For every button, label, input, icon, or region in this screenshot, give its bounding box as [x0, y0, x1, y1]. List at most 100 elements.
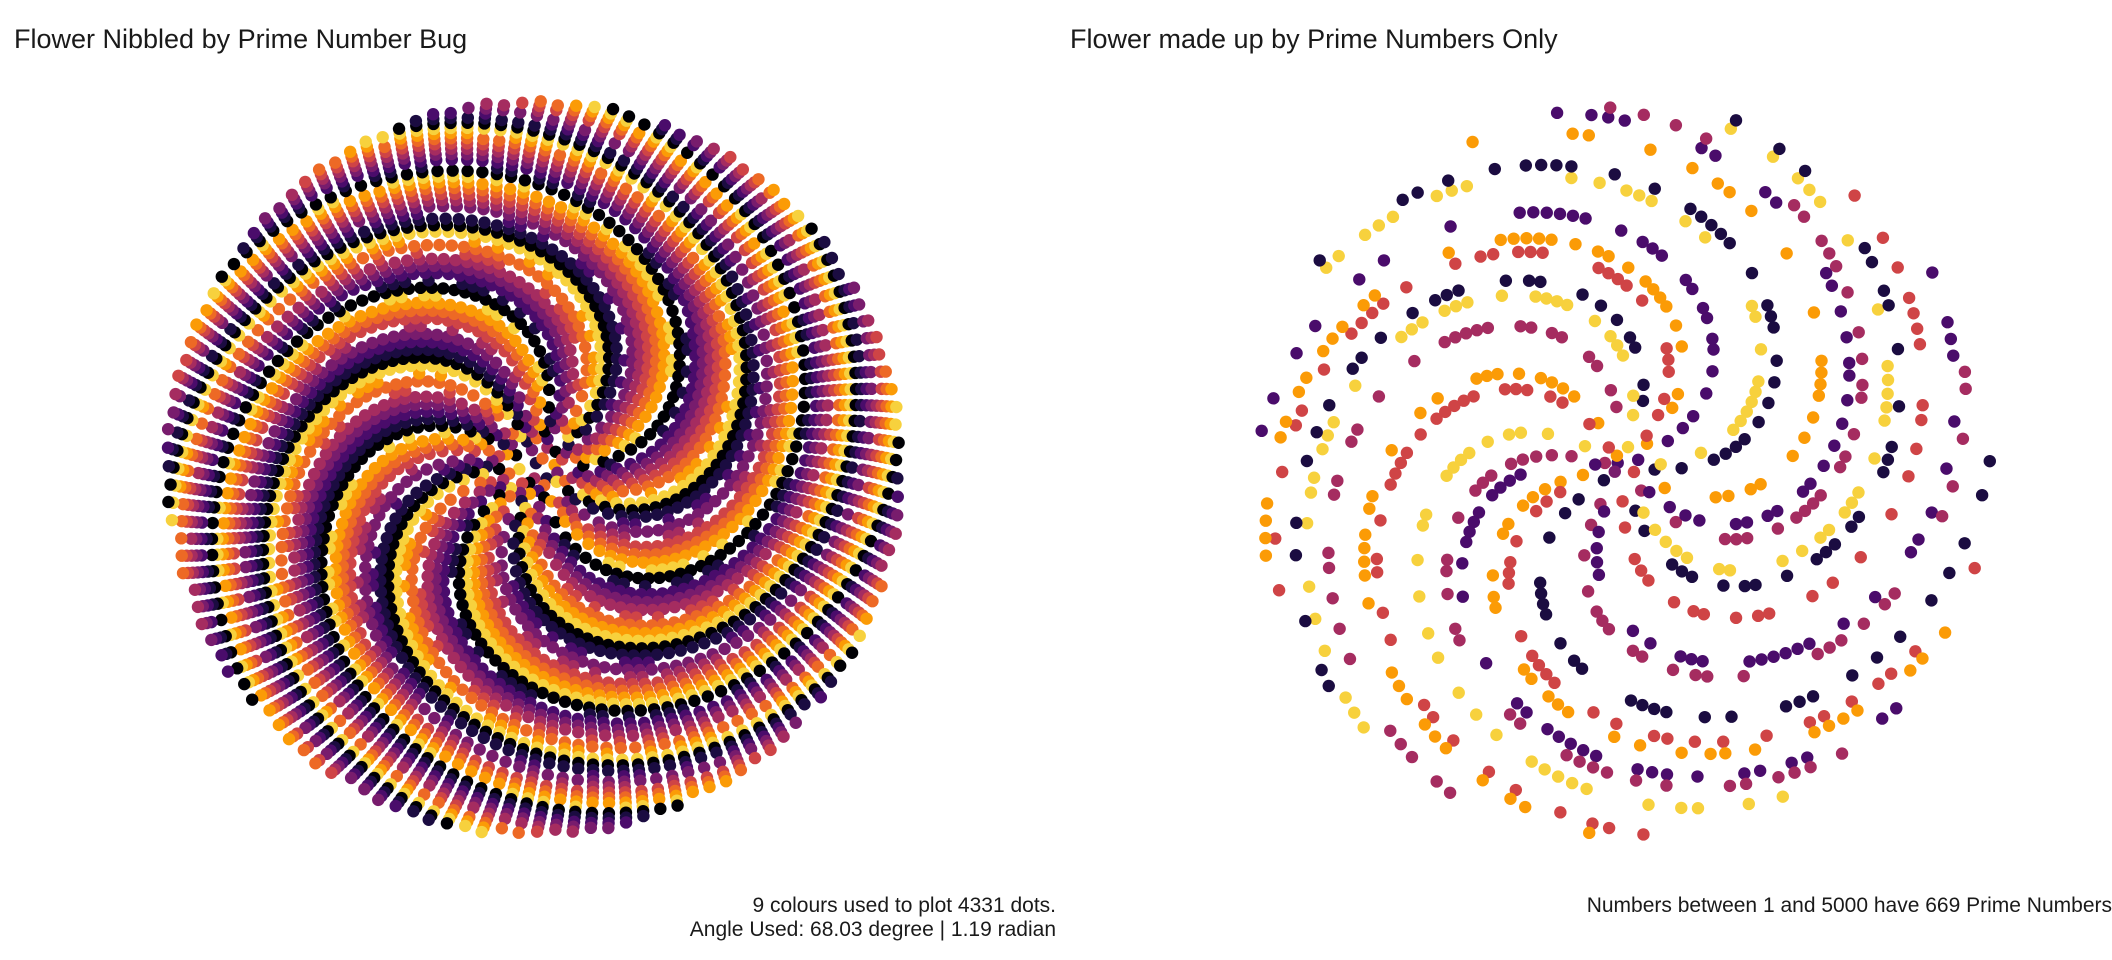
prime-dot [1400, 692, 1414, 706]
prime-dot [1751, 609, 1765, 623]
flower-dot [713, 467, 726, 481]
flower-dot [528, 119, 541, 132]
prime-dot [1597, 474, 1611, 487]
prime-dot [1695, 141, 1708, 155]
prime-dot [1817, 459, 1830, 473]
flower-dot [710, 746, 723, 759]
prime-dot [1560, 749, 1573, 762]
prime-dot [1754, 343, 1768, 356]
flower-dot [515, 817, 528, 830]
flower-dot [195, 617, 209, 631]
prime-dot [1456, 590, 1469, 603]
prime-dot [1405, 750, 1419, 764]
flower-dot [649, 391, 663, 404]
prime-dot [1431, 651, 1445, 664]
prime-dot [1327, 416, 1340, 429]
prime-dot [1841, 234, 1854, 247]
flower-dot [653, 571, 666, 585]
prime-dot [1697, 608, 1711, 621]
prime-dot [1522, 274, 1536, 287]
flower-dot [358, 189, 371, 202]
flower-dot [608, 137, 622, 150]
prime-dot [1806, 497, 1820, 510]
prime-dot [1855, 352, 1869, 366]
prime-dot [1447, 734, 1460, 747]
prime-dot [1449, 331, 1462, 344]
flower-dot [714, 685, 728, 698]
prime-dot [1669, 319, 1683, 332]
prime-dot [1857, 617, 1871, 630]
flower-dot [361, 730, 375, 743]
prime-dot [1618, 521, 1632, 534]
prime-dot [1806, 589, 1819, 603]
prime-dot [1292, 385, 1306, 399]
prime-dot [1260, 497, 1274, 510]
prime-dot [1540, 292, 1553, 305]
flower-dot [452, 213, 465, 226]
flower-dot [598, 661, 611, 674]
prime-dot [1635, 650, 1649, 663]
flower-dot [749, 494, 762, 508]
flower-dot [190, 432, 203, 446]
prime-dot [1479, 657, 1493, 670]
prime-dot [1573, 755, 1586, 768]
flower-dot [767, 183, 780, 197]
prime-dot [1469, 708, 1483, 721]
flower-dot [161, 422, 175, 436]
flower-dot [493, 319, 506, 333]
prime-dot [1502, 517, 1515, 531]
flower-dot [889, 453, 903, 467]
flower-dot [290, 392, 303, 406]
prime-dot [1814, 489, 1827, 502]
prime-dot [1346, 362, 1359, 375]
prime-dot [1536, 597, 1550, 611]
flower-dot [718, 369, 732, 382]
flower-dot [367, 290, 381, 303]
prime-dot [1310, 425, 1323, 439]
prime-dot [1514, 426, 1528, 439]
prime-dot [1526, 490, 1540, 504]
flower-dot [368, 421, 382, 434]
prime-dot [1709, 491, 1722, 504]
flower-dot [495, 822, 509, 835]
prime-dot [1545, 376, 1559, 389]
prime-dot [1791, 642, 1804, 656]
prime-dot [1676, 421, 1690, 435]
prime-dot [1517, 663, 1531, 676]
prime-dot [1322, 561, 1336, 575]
prime-dot [1814, 531, 1827, 544]
prime-dot [1386, 210, 1400, 224]
flower-dot [850, 333, 864, 346]
flower-dot [335, 517, 349, 531]
flower-dot [587, 502, 600, 515]
flower-dot [366, 617, 379, 631]
flower-dot [480, 97, 493, 110]
flower-dot [428, 537, 441, 551]
prime-dot [1685, 653, 1698, 666]
prime-dot [1358, 555, 1371, 568]
prime-dot [1449, 257, 1462, 270]
flower-dot [389, 799, 402, 813]
prime-dot [1714, 227, 1728, 241]
flower-dot [407, 240, 421, 253]
prime-dot [1940, 462, 1953, 475]
prime-dot [1812, 389, 1826, 402]
flower-dot [238, 677, 251, 691]
flower-dot [272, 718, 286, 732]
flower-dot [603, 216, 616, 229]
flower-dot [167, 406, 180, 419]
prime-dot [1474, 250, 1487, 263]
flower-dot [512, 116, 525, 129]
flower-dot [593, 291, 606, 304]
prime-dot [1569, 237, 1582, 251]
prime-dot [1504, 556, 1517, 569]
prime-dot [1538, 483, 1552, 496]
prime-dot [1363, 502, 1376, 515]
flower-dot [701, 690, 714, 703]
flower-dot [262, 437, 275, 450]
prime-dot [1400, 446, 1414, 460]
flower-dot [755, 484, 769, 498]
prime-dot [1884, 667, 1898, 680]
prime-dot [1738, 767, 1751, 780]
prime-dot [1621, 440, 1635, 454]
